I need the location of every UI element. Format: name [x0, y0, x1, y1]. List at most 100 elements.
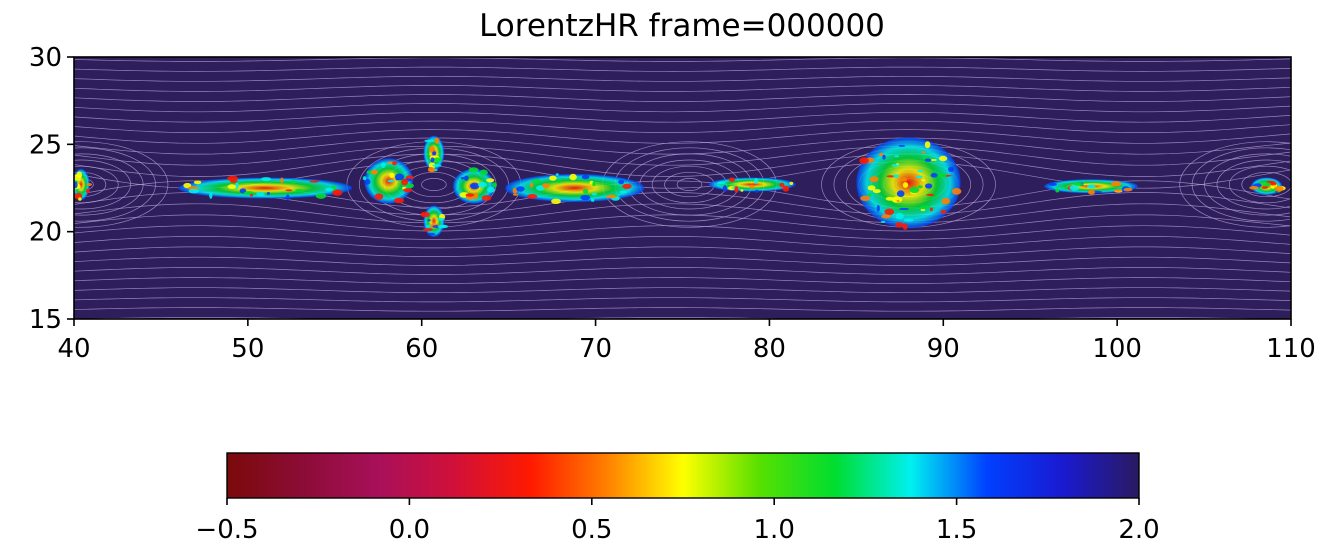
structure-speck	[1113, 189, 1123, 192]
structure-speck	[605, 194, 617, 199]
structure-speck	[909, 186, 920, 194]
structure-speck	[779, 182, 785, 188]
structure-islet-edge-left	[74, 168, 93, 201]
structure-speck	[557, 179, 562, 184]
structure-speck	[941, 197, 951, 205]
structure-speck	[749, 184, 755, 189]
structure-speck	[592, 181, 596, 187]
field-line	[74, 112, 1291, 123]
structure-speck	[893, 174, 899, 178]
structure-speck	[894, 155, 900, 158]
structure-speck	[884, 208, 895, 216]
structure-speck	[315, 193, 327, 199]
structure-speck	[622, 183, 632, 189]
structure-speck	[209, 192, 213, 199]
structure-speck	[85, 188, 90, 194]
field-line	[74, 307, 1291, 312]
structure-speck	[925, 183, 933, 189]
structure-speck	[789, 181, 794, 185]
structure-filament-b	[505, 173, 645, 204]
field-line	[74, 57, 1291, 62]
structure-filament-c	[708, 177, 796, 193]
structure-speck	[1087, 184, 1096, 189]
structure-speck	[860, 195, 871, 201]
structure-speck	[867, 185, 876, 191]
structure-speck	[915, 175, 923, 179]
field-line	[74, 145, 1291, 166]
structure-speck	[717, 181, 726, 185]
structure-speck	[427, 232, 436, 236]
structure-speck	[872, 189, 881, 194]
structure-speck	[486, 178, 495, 183]
structure-speck	[512, 193, 519, 196]
island-contour	[1204, 153, 1291, 216]
structure-speck	[1123, 187, 1133, 192]
structure-speck	[1088, 189, 1095, 195]
structure-speck	[882, 154, 886, 160]
structure-speck	[898, 144, 906, 147]
structure-speck	[1274, 185, 1284, 192]
field-line	[74, 246, 1291, 257]
structure-speck	[285, 189, 293, 192]
structure-speck	[325, 187, 334, 192]
x-tick-label: 110	[1266, 334, 1316, 364]
structure-speck	[403, 188, 413, 193]
island-contour	[1229, 165, 1291, 204]
structure-speck	[512, 187, 518, 194]
structure-speck	[921, 179, 926, 182]
plot-area	[73, 56, 1292, 320]
structure-speck	[370, 169, 378, 175]
plot-frame	[73, 56, 1292, 320]
structure-speck	[227, 175, 239, 181]
structure-speck	[549, 175, 557, 181]
structure-speck	[516, 186, 525, 192]
y-tick-label: 15	[29, 305, 62, 335]
field-line	[74, 256, 1291, 266]
x-axis: 40 50 60 70 80 90 100 110	[57, 319, 1316, 364]
structure-speck	[465, 193, 475, 197]
structure-speck	[924, 141, 931, 149]
structure-speck	[1249, 186, 1259, 190]
x-tick-label: 100	[1092, 334, 1142, 364]
structure-speck	[429, 146, 435, 153]
field-lines	[74, 57, 1291, 319]
y-axis: 15 20 25 30	[29, 43, 74, 335]
structure-speck	[285, 194, 290, 201]
structure-speck	[235, 182, 239, 190]
structure-speck	[618, 179, 625, 185]
island-contour	[74, 165, 119, 204]
field-line	[74, 297, 1291, 303]
structure-speck	[929, 159, 937, 161]
structure-speck	[424, 139, 435, 143]
structure-speck	[434, 137, 440, 144]
structure-speck	[885, 196, 894, 201]
structure-speck	[332, 189, 343, 196]
structure-speck	[938, 155, 948, 162]
x-tick-label: 70	[579, 334, 612, 364]
structure-speck	[582, 188, 589, 194]
structure-speck	[227, 184, 236, 189]
field-line	[74, 129, 1291, 144]
colorbar-tick-label: 1.5	[936, 515, 977, 545]
structure-speck	[895, 222, 904, 228]
structure-speck	[591, 198, 595, 202]
island-contour	[1216, 159, 1291, 210]
structure-speck	[902, 182, 909, 188]
structure-speck	[244, 191, 254, 195]
structure-speck	[899, 208, 909, 210]
y-tick-label: 30	[29, 43, 62, 73]
field-line	[74, 287, 1291, 294]
structure-speck	[917, 170, 924, 173]
structure-speck	[74, 181, 78, 189]
island-contour	[74, 141, 169, 228]
structure-speck	[387, 179, 394, 183]
current-structures	[74, 135, 1286, 237]
structure-speck	[542, 183, 550, 189]
structure-core	[423, 205, 445, 237]
structure-speck	[468, 167, 479, 173]
island-contour	[421, 178, 447, 191]
structure-island-large-right	[856, 137, 962, 231]
field-line	[74, 236, 1291, 249]
structure-speck	[437, 217, 445, 221]
structure-islet-edge-right	[1249, 177, 1286, 195]
